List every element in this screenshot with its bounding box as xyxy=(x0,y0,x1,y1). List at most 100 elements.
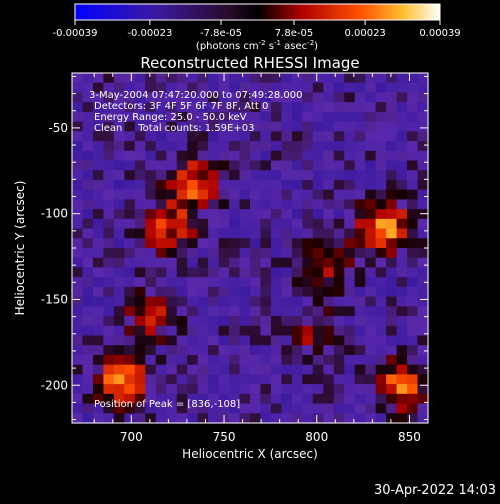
heatmap-cell xyxy=(187,393,199,405)
heatmap-cell xyxy=(134,286,146,298)
heatmap-cell xyxy=(113,102,125,113)
heatmap-cell xyxy=(407,141,419,152)
heatmap-cell xyxy=(354,73,366,84)
heatmap-cell xyxy=(176,228,188,239)
heatmap-cell xyxy=(281,82,293,94)
heatmap-cell xyxy=(407,160,419,171)
heatmap-cell xyxy=(323,403,335,414)
heatmap-cell xyxy=(250,393,262,405)
heatmap-cell xyxy=(155,325,167,337)
heatmap-cell xyxy=(396,364,408,375)
colorbar-tick-label: 0.00023 xyxy=(344,28,385,39)
heatmap-cell xyxy=(103,374,115,385)
heatmap-cell xyxy=(176,150,188,162)
heatmap-cell xyxy=(103,102,115,113)
info-annotation: 3-May-2004 07:47:20.000 to 07:49:28.000 … xyxy=(89,90,302,134)
heatmap-cell xyxy=(145,345,157,356)
heatmap-cell xyxy=(145,179,157,191)
heatmap-cell xyxy=(386,121,398,132)
heatmap-cell xyxy=(302,150,314,162)
heatmap-cell xyxy=(134,316,146,327)
heatmap-cell xyxy=(197,102,209,113)
heatmap-cell xyxy=(82,257,94,269)
heatmap-cell xyxy=(407,316,419,327)
heatmap-cell xyxy=(407,325,419,337)
heatmap-cell xyxy=(365,325,377,337)
heatmap-cell xyxy=(386,111,398,123)
heatmap-cell xyxy=(155,384,167,395)
heatmap-cell xyxy=(92,257,105,269)
heatmap-cell xyxy=(82,73,94,84)
heatmap-cell xyxy=(344,248,356,259)
heatmap-cell xyxy=(239,277,251,288)
heatmap-cell xyxy=(417,286,429,298)
heatmap-cell xyxy=(92,403,105,414)
heatmap-cell xyxy=(82,248,94,259)
heatmap-cell xyxy=(260,73,272,84)
heatmap-cell xyxy=(166,73,178,84)
info-line-detectors: Detectors: 3F 4F 5F 6F 7F 8F, Att 0 xyxy=(94,101,268,112)
heatmap-cell xyxy=(166,384,178,395)
heatmap-cell xyxy=(344,306,356,317)
heatmap-cell xyxy=(333,228,345,239)
heatmap-cell xyxy=(92,238,105,249)
heatmap-cell xyxy=(155,345,167,356)
heatmap-cell xyxy=(417,121,429,132)
heatmap-cell xyxy=(134,111,146,123)
heatmap-cell xyxy=(260,306,272,317)
heatmap-cell xyxy=(103,160,115,171)
heatmap-cell xyxy=(260,316,272,327)
heatmap-cell xyxy=(291,92,303,103)
heatmap-cell xyxy=(166,141,178,152)
heatmap-cell xyxy=(250,141,262,152)
heatmap-cell xyxy=(417,73,429,84)
heatmap-cell xyxy=(344,345,356,356)
heatmap-cell xyxy=(302,189,314,200)
heatmap-cell xyxy=(208,92,220,103)
heatmap-cell xyxy=(124,121,136,132)
heatmap-cell xyxy=(396,82,408,94)
heatmap-cell xyxy=(250,179,262,191)
heatmap-cell xyxy=(145,141,157,152)
heatmap-cell xyxy=(291,189,303,200)
heatmap-cell xyxy=(291,218,303,230)
heatmap-cell xyxy=(386,141,398,152)
heatmap-cell xyxy=(166,209,178,220)
heatmap-cell xyxy=(72,286,84,298)
heatmap-cell xyxy=(197,316,209,327)
heatmap-cell xyxy=(239,335,251,346)
heatmap-cell xyxy=(103,364,115,375)
heatmap-cell xyxy=(239,170,251,181)
heatmap-cell xyxy=(155,248,167,259)
heatmap-cell xyxy=(208,286,220,298)
heatmap-cell xyxy=(113,248,125,259)
heatmap-cell xyxy=(145,277,157,288)
heatmap-cell xyxy=(113,150,125,162)
heatmap-cell xyxy=(124,179,136,191)
heatmap-cell xyxy=(396,218,408,230)
heatmap-cell xyxy=(396,121,408,132)
heatmap-cell xyxy=(208,345,220,356)
heatmap-cell xyxy=(72,325,84,337)
heatmap-cell xyxy=(260,121,272,132)
heatmap-cell xyxy=(281,257,293,269)
heatmap-cell xyxy=(103,111,115,123)
heatmap-cell xyxy=(302,296,314,307)
heatmap-cell xyxy=(250,286,262,298)
heatmap-cell xyxy=(323,170,335,181)
heatmap-cell xyxy=(281,160,293,171)
heatmap-cell xyxy=(229,413,241,424)
heatmap-cell xyxy=(354,296,366,307)
heatmap-cell xyxy=(166,325,178,337)
heatmap-cell xyxy=(218,170,230,181)
heatmap-cell xyxy=(124,238,136,249)
heatmap-cell xyxy=(365,160,377,171)
heatmap-cell xyxy=(260,277,272,288)
heatmap-cell xyxy=(187,325,199,337)
heatmap-cell xyxy=(82,267,94,278)
heatmap-cell xyxy=(354,199,366,210)
heatmap-cell xyxy=(145,384,157,395)
heatmap-cell xyxy=(155,131,167,142)
heatmap-cell xyxy=(302,199,314,210)
heatmap-cell xyxy=(239,403,251,414)
